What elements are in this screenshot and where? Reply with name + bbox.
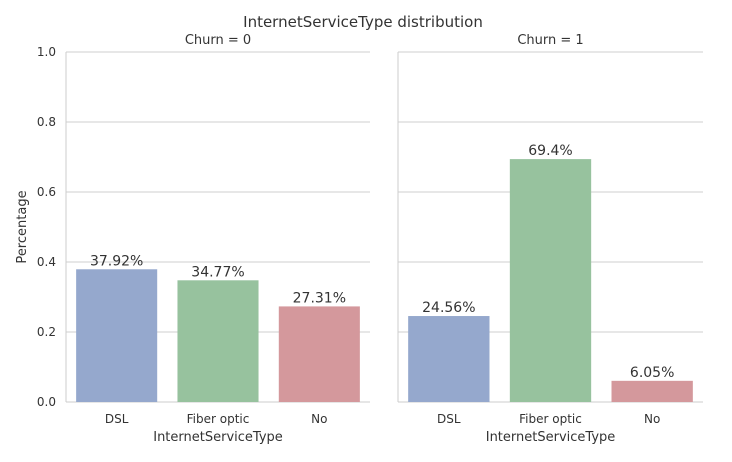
x-tick-label: Fiber optic bbox=[519, 412, 582, 426]
y-tick-label: 0.0 bbox=[37, 395, 56, 409]
bar-value-label: 34.77% bbox=[191, 264, 244, 280]
bar-value-label: 27.31% bbox=[293, 290, 346, 306]
bar-value-label: 69.4% bbox=[528, 143, 572, 159]
x-axis-label: InternetServiceType bbox=[486, 430, 616, 445]
x-tick-label: Fiber optic bbox=[187, 412, 250, 426]
panel-title: Churn = 0 bbox=[185, 33, 251, 48]
y-tick-label: 0.8 bbox=[37, 115, 56, 129]
chart-title: InternetServiceType distribution bbox=[243, 13, 483, 31]
bar-value-label: 24.56% bbox=[422, 300, 475, 316]
bar bbox=[509, 159, 592, 402]
y-tick-label: 1.0 bbox=[37, 45, 56, 59]
y-tick-label: 0.6 bbox=[37, 185, 56, 199]
y-tick-label: 0.2 bbox=[37, 325, 56, 339]
panels: 0.0 0.2 0.4 0.6 0.8 1.0 Churn = 0 37.92% DSL 34.7… bbox=[37, 33, 703, 445]
bar bbox=[76, 269, 158, 402]
x-tick-label: DSL bbox=[437, 412, 461, 426]
x-tick-label: DSL bbox=[105, 412, 129, 426]
bar bbox=[177, 280, 259, 402]
bar bbox=[278, 306, 360, 402]
bar-value-label: 6.05% bbox=[630, 365, 674, 381]
panel-1: Churn = 1 24.56% DSL 69.4% Fiber optic 6.05% N… bbox=[397, 33, 703, 445]
y-axis-label: Percentage bbox=[15, 190, 30, 263]
x-tick-label: No bbox=[311, 412, 327, 426]
panel-0: Churn = 0 37.92% DSL 34.77% Fiber optic 27.31… bbox=[65, 33, 370, 445]
bar bbox=[408, 316, 490, 402]
bar-value-label: 37.92% bbox=[90, 253, 143, 269]
x-axis-label: InternetServiceType bbox=[153, 430, 283, 445]
bar bbox=[611, 380, 693, 402]
x-tick-label: No bbox=[644, 412, 660, 426]
panel-title: Churn = 1 bbox=[517, 33, 583, 48]
y-tick-label: 0.4 bbox=[37, 255, 56, 269]
